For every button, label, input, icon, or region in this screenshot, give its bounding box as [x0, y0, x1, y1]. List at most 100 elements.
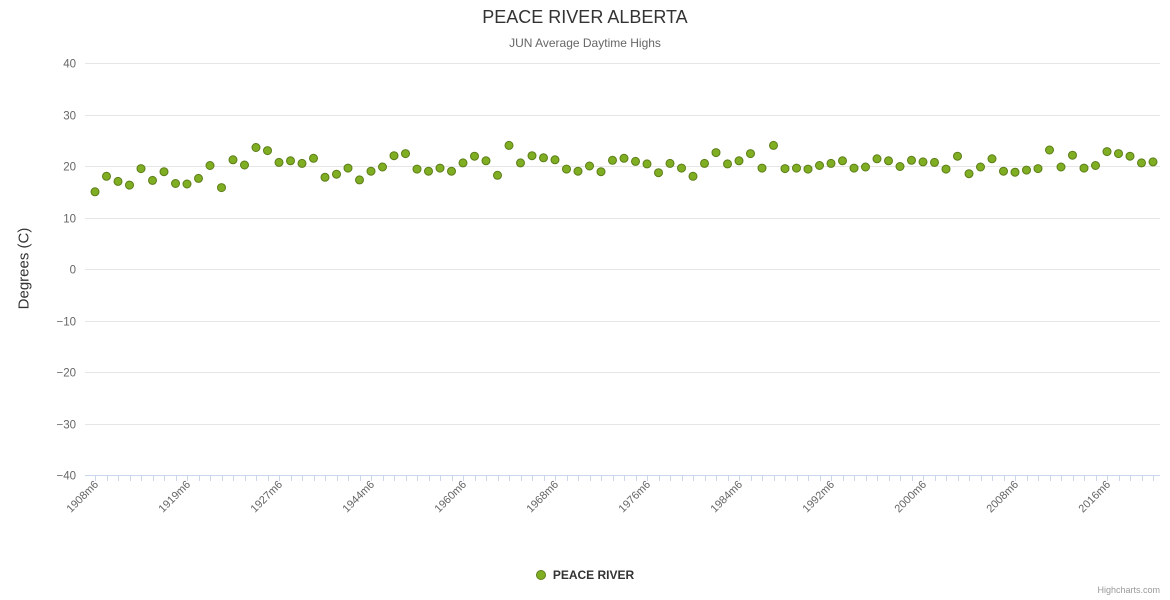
data-point[interactable]	[849, 163, 859, 173]
data-point[interactable]	[366, 166, 376, 176]
data-point[interactable]	[734, 156, 744, 166]
data-point[interactable]	[941, 164, 951, 174]
data-point[interactable]	[389, 151, 399, 161]
data-point[interactable]	[1137, 158, 1146, 168]
data-point[interactable]	[90, 187, 100, 197]
data-point[interactable]	[1091, 161, 1100, 170]
data-point[interactable]	[228, 155, 238, 165]
data-point[interactable]	[516, 158, 525, 168]
data-point[interactable]	[447, 166, 456, 176]
data-point[interactable]	[573, 166, 583, 176]
data-point[interactable]	[1022, 165, 1031, 175]
data-point[interactable]	[113, 176, 123, 186]
data-point[interactable]	[688, 171, 698, 181]
data-point[interactable]	[596, 167, 606, 177]
data-point[interactable]	[562, 164, 571, 174]
data-point[interactable]	[608, 155, 617, 165]
data-point[interactable]	[1068, 150, 1077, 160]
data-point[interactable]	[527, 151, 537, 161]
data-point[interactable]	[815, 161, 824, 170]
data-point[interactable]	[585, 161, 594, 171]
data-point[interactable]	[1148, 157, 1158, 167]
data-point[interactable]	[700, 158, 709, 168]
data-point[interactable]	[297, 158, 307, 168]
data-point[interactable]	[826, 158, 836, 168]
x-tick-label: 1984m6	[709, 479, 746, 516]
data-point[interactable]	[838, 156, 847, 166]
data-point[interactable]	[953, 151, 962, 161]
data-point[interactable]	[481, 156, 491, 166]
data-point[interactable]	[309, 153, 318, 163]
data-point[interactable]	[504, 140, 514, 150]
data-point[interactable]	[102, 171, 111, 181]
data-point[interactable]	[907, 155, 916, 165]
data-point[interactable]	[378, 162, 387, 172]
x-tick-label: 1927m6	[249, 479, 286, 516]
data-point[interactable]	[872, 154, 882, 164]
data-point[interactable]	[435, 163, 445, 173]
data-point[interactable]	[987, 154, 997, 164]
data-point[interactable]	[458, 158, 468, 168]
data-point[interactable]	[171, 179, 180, 188]
data-point[interactable]	[677, 163, 686, 173]
data-point[interactable]	[493, 170, 502, 180]
data-point[interactable]	[424, 166, 433, 176]
data-point[interactable]	[976, 162, 985, 172]
data-point[interactable]	[1045, 145, 1054, 155]
data-point[interactable]	[1056, 162, 1066, 172]
data-point[interactable]	[964, 169, 974, 179]
data-point[interactable]	[355, 175, 364, 185]
data-point[interactable]	[654, 168, 663, 178]
data-point[interactable]	[412, 164, 422, 174]
data-point[interactable]	[884, 156, 893, 166]
data-point[interactable]	[1010, 167, 1020, 177]
x-tick-label: 2016m6	[1077, 479, 1114, 516]
data-point[interactable]	[803, 164, 813, 174]
data-point[interactable]	[1033, 164, 1043, 174]
legend-item-peace-river[interactable]: PEACE RIVER	[0, 568, 1170, 582]
data-point[interactable]	[918, 157, 928, 167]
data-point[interactable]	[148, 175, 157, 185]
data-point[interactable]	[550, 155, 560, 165]
data-point[interactable]	[539, 153, 548, 163]
data-point[interactable]	[343, 163, 353, 173]
data-point[interactable]	[182, 179, 192, 189]
data-point[interactable]	[930, 157, 939, 167]
data-point[interactable]	[332, 169, 341, 179]
data-point[interactable]	[274, 157, 284, 167]
data-point[interactable]	[217, 183, 226, 193]
data-point[interactable]	[251, 143, 261, 152]
data-point[interactable]	[205, 161, 215, 170]
data-point[interactable]	[999, 166, 1008, 176]
data-point[interactable]	[619, 153, 629, 163]
data-point[interactable]	[286, 156, 295, 166]
data-point[interactable]	[1102, 147, 1112, 157]
data-point[interactable]	[711, 148, 721, 158]
data-point[interactable]	[1079, 163, 1089, 173]
data-point[interactable]	[320, 172, 330, 182]
data-point[interactable]	[401, 149, 410, 159]
highcharts-credits-link[interactable]: Highcharts.com	[1097, 585, 1160, 595]
data-point[interactable]	[665, 158, 675, 168]
data-point[interactable]	[631, 156, 640, 166]
data-point[interactable]	[895, 162, 905, 171]
data-point[interactable]	[792, 163, 801, 173]
data-point[interactable]	[780, 164, 790, 174]
data-point[interactable]	[159, 167, 169, 177]
data-point[interactable]	[746, 149, 755, 159]
data-point[interactable]	[1125, 151, 1135, 161]
data-point[interactable]	[125, 180, 134, 190]
data-point[interactable]	[263, 146, 272, 156]
data-point[interactable]	[861, 162, 870, 172]
legend-series-label: PEACE RIVER	[552, 568, 635, 582]
data-point[interactable]	[470, 151, 479, 161]
data-point[interactable]	[642, 159, 652, 169]
data-point[interactable]	[136, 164, 146, 174]
data-point[interactable]	[240, 160, 249, 170]
data-point[interactable]	[769, 140, 778, 150]
data-point[interactable]	[1114, 149, 1123, 159]
data-point[interactable]	[757, 163, 767, 173]
data-point[interactable]	[194, 173, 203, 183]
data-point[interactable]	[723, 159, 732, 169]
